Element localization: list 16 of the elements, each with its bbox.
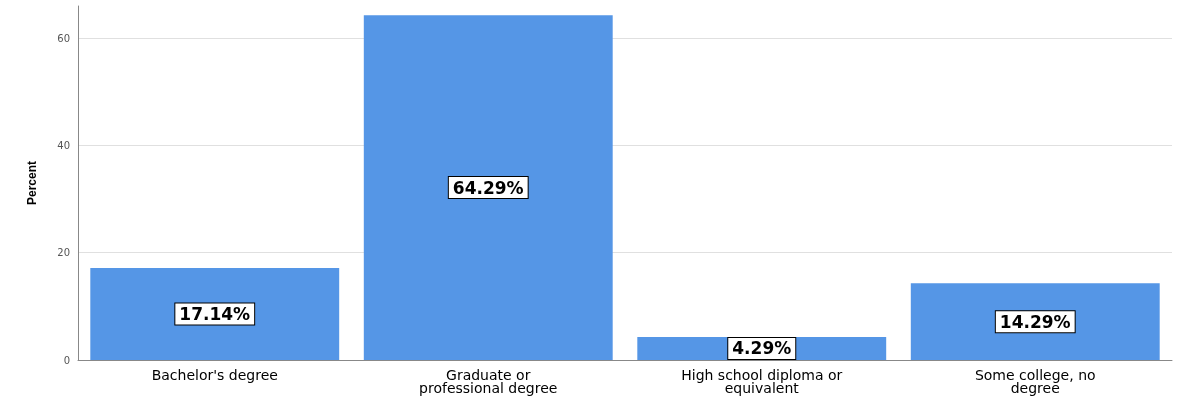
- y-axis-title: Percent: [25, 160, 39, 206]
- x-tick-label: High school diploma or equivalent: [681, 366, 843, 396]
- bar: [910, 283, 1160, 360]
- x-tick-label: Some college, no degree: [974, 366, 1096, 396]
- y-tick-label: 20: [57, 247, 70, 259]
- y-tick-label: 60: [57, 32, 70, 44]
- data-label: 14.29%: [999, 311, 1071, 332]
- data-label: 64.29%: [452, 177, 524, 198]
- data-label: 4.29%: [732, 338, 792, 359]
- bar: [363, 15, 613, 360]
- data-label: 17.14%: [179, 304, 251, 325]
- y-tick-label: 40: [57, 139, 70, 151]
- x-tick-label: Graduate or professional degree: [419, 366, 558, 396]
- x-tick-label: Bachelor's degree: [151, 366, 278, 383]
- bar: [90, 268, 340, 360]
- y-tick-label: 0: [63, 354, 70, 366]
